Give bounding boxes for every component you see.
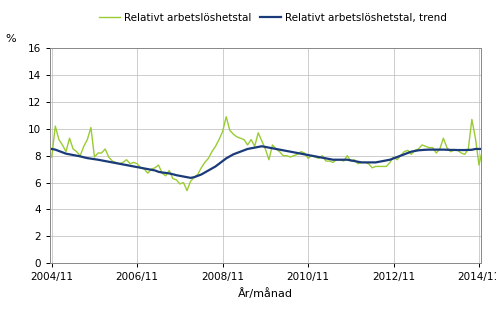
X-axis label: År/månad: År/månad (238, 288, 293, 299)
Y-axis label: %: % (5, 34, 16, 44)
Legend: Relativt arbetslöshetstal, Relativt arbetslöshetstal, trend: Relativt arbetslöshetstal, Relativt arbe… (95, 8, 451, 27)
